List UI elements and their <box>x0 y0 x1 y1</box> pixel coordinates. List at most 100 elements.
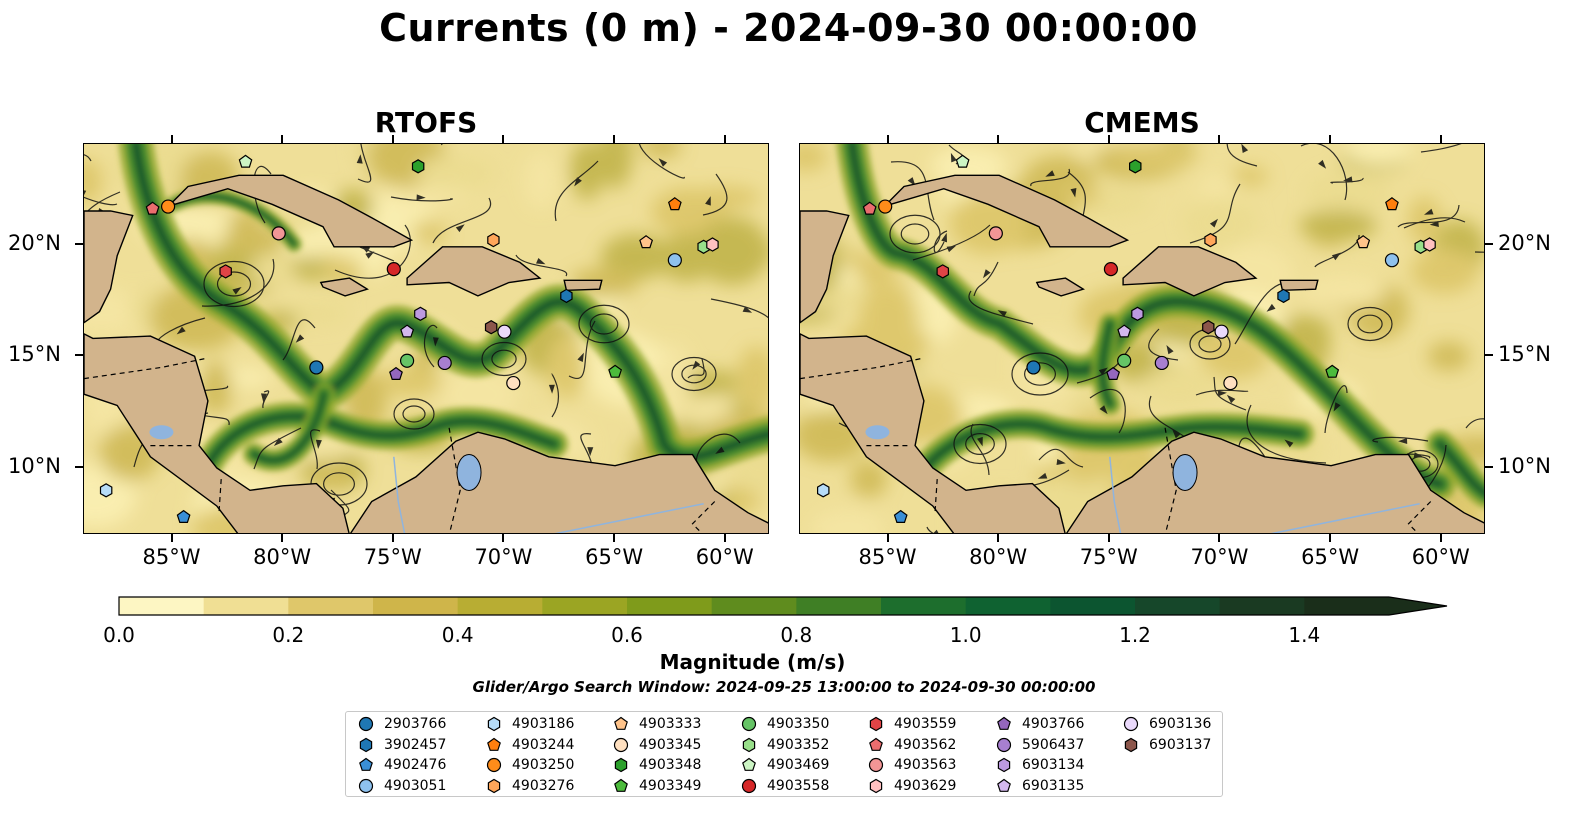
legend-label: 4903559 <box>894 716 957 732</box>
hexagon-marker-icon <box>869 778 883 793</box>
circle-marker-icon <box>358 778 374 793</box>
lon-tick-mark <box>391 135 394 143</box>
lat-tick-label-right: 20°N <box>1498 230 1551 255</box>
lon-tick-mark <box>170 534 173 542</box>
legend-label: 4903276 <box>512 777 575 794</box>
colorbar-tick-label: 0.4 <box>441 623 474 647</box>
legend-marker <box>869 737 883 751</box>
colorbar-segment <box>796 597 882 615</box>
lon-tick-mark <box>1329 135 1332 143</box>
colorbar-segment <box>965 597 1051 615</box>
legend-marker <box>487 716 501 732</box>
lat-tick-mark <box>75 465 83 468</box>
lon-tick-mark <box>1439 135 1442 143</box>
legend-item: 4903350 <box>741 714 829 734</box>
legend-marker <box>614 716 628 730</box>
float-marker-3902457 <box>560 288 573 304</box>
lat-tick-mark <box>75 242 83 245</box>
map-canvas <box>84 144 768 533</box>
legend-marker <box>1124 737 1138 752</box>
float-marker-2903766 <box>309 360 324 375</box>
lon-tick-label: 80°W <box>253 545 312 569</box>
legend-marker <box>486 757 502 773</box>
legend-label: 5906437 <box>1022 736 1085 753</box>
legend-label: 4903348 <box>639 757 702 773</box>
float-marker-6903134 <box>414 306 427 321</box>
float-marker-4903250 <box>160 199 176 214</box>
legend-marker <box>487 737 501 751</box>
legend-item: 6903136 <box>1123 714 1211 734</box>
legend-label: 4903350 <box>767 716 830 732</box>
colorbar-tick-label: 1.4 <box>1288 623 1321 647</box>
legend-item: 3902457 <box>358 735 446 755</box>
float-marker-4902476 <box>176 509 191 523</box>
colorbar-segment <box>542 597 628 615</box>
colorbar-segment <box>288 597 374 615</box>
legend-item: 4903469 <box>741 755 829 775</box>
float-marker-4903349 <box>1325 364 1340 378</box>
lon-tick-mark <box>281 135 284 143</box>
circle-marker-icon <box>1123 716 1139 732</box>
pentagon-marker-icon <box>359 757 373 771</box>
lat-tick-mark <box>75 354 83 357</box>
lon-tick-label: 75°W <box>1079 545 1138 569</box>
lon-tick-mark <box>723 135 726 143</box>
float-marker-4903276 <box>1204 232 1217 248</box>
lon-tick-mark <box>997 135 1000 143</box>
colorbar <box>118 596 1448 616</box>
pentagon-marker-icon <box>487 737 501 751</box>
legend-marker <box>614 778 628 792</box>
legend-marker <box>741 716 757 732</box>
lat-tick-label-left: 20°N <box>8 230 61 255</box>
lon-tick-mark <box>1329 534 1332 542</box>
colorbar-segment <box>881 597 967 615</box>
legend-marker <box>997 778 1011 792</box>
legend-marker <box>359 737 373 752</box>
hexagon-marker-icon <box>487 716 501 732</box>
legend-label: 4903333 <box>639 716 702 732</box>
float-marker-6903136 <box>497 324 512 339</box>
float-marker-4903558 <box>1103 262 1119 277</box>
lat-tick-label-right: 15°N <box>1498 342 1551 367</box>
legend-item: 4903352 <box>741 735 829 755</box>
circle-marker-icon <box>741 716 757 732</box>
float-marker-5906437 <box>437 355 452 371</box>
legend-label: 4903250 <box>512 757 575 773</box>
lat-tick-mark <box>1485 354 1493 357</box>
float-marker-4903186 <box>99 483 113 498</box>
float-marker-6903137 <box>1202 320 1215 335</box>
legend-marker <box>358 778 374 793</box>
circle-marker-icon <box>358 716 374 732</box>
legend-marker <box>614 757 628 773</box>
float-marker-2903766 <box>1026 360 1041 375</box>
float-marker-4903766 <box>1106 366 1121 380</box>
float-marker-3902457 <box>1277 288 1290 304</box>
float-marker-5906437 <box>1154 355 1169 371</box>
colorbar-segment <box>373 597 459 615</box>
colorbar-segment <box>203 597 289 615</box>
circle-marker-icon <box>996 737 1012 752</box>
pentagon-marker-icon <box>869 737 883 751</box>
hexagon-marker-icon <box>869 716 883 732</box>
lon-tick-label: 70°W <box>474 545 533 569</box>
panel-title-cmems: CMEMS <box>1084 106 1200 139</box>
float-marker-4903333 <box>639 235 654 249</box>
float-marker-4903348 <box>1129 159 1142 174</box>
float-marker-4903051 <box>1384 253 1400 268</box>
hexagon-marker-icon <box>487 778 501 793</box>
lon-tick-mark <box>391 534 394 542</box>
float-marker-4903562 <box>862 201 877 215</box>
legend-item: 4903051 <box>358 776 446 796</box>
legend-item: 4903276 <box>486 776 574 796</box>
float-marker-4903559 <box>936 264 949 279</box>
lon-tick-mark <box>281 534 284 542</box>
hexagon-marker-icon <box>997 757 1011 773</box>
lon-tick-label: 80°W <box>969 545 1028 569</box>
legend-item: 4903562 <box>868 735 956 755</box>
colorbar-segment <box>1050 597 1136 615</box>
legend-item: 4902476 <box>358 755 446 775</box>
legend-item: 4903345 <box>613 735 701 755</box>
lat-tick-label-right: 10°N <box>1498 453 1551 478</box>
lat-tick-mark <box>1485 465 1493 468</box>
float-marker-4903563 <box>271 226 286 241</box>
